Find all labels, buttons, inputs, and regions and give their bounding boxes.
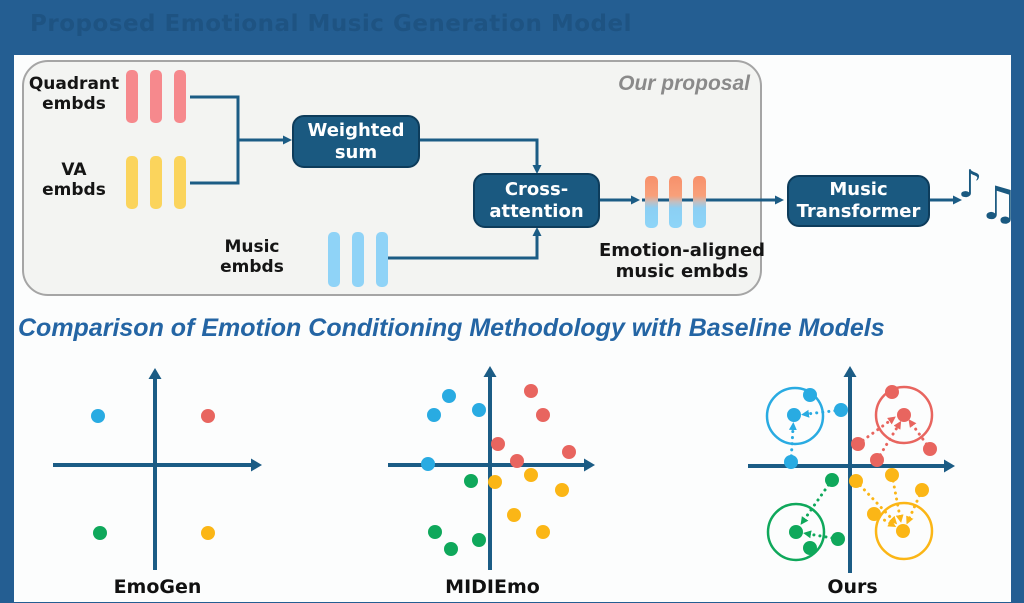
emotion-aligned-label: Emotion-aligned music embds bbox=[598, 240, 766, 283]
embed-bar bbox=[126, 156, 138, 209]
cross-attention-node: Cross- attention bbox=[473, 173, 600, 228]
embed-bar bbox=[645, 176, 658, 228]
comparison-title: Comparison of Emotion Conditioning Metho… bbox=[18, 314, 885, 342]
plot-canvas bbox=[388, 366, 595, 570]
plot-label-emogen: EmoGen bbox=[113, 576, 202, 598]
va-embeds-bars bbox=[126, 156, 186, 209]
embed-bar bbox=[669, 176, 682, 228]
banner-title: Proposed Emotional Music Generation Mode… bbox=[30, 11, 632, 37]
music-transformer-node: Music Transformer bbox=[787, 175, 930, 227]
music-note-icon: ♪ bbox=[958, 162, 983, 206]
embed-bar bbox=[150, 70, 162, 123]
embed-bar bbox=[352, 232, 364, 287]
quadrant-embeds-bars bbox=[126, 70, 186, 123]
scatter-plot-midiemo: MIDIEmo bbox=[375, 363, 610, 603]
embed-bar bbox=[126, 70, 138, 123]
embed-bar bbox=[693, 176, 706, 228]
plot-label-ours: Ours bbox=[827, 576, 878, 598]
music-notes-pair-icon: ♫ bbox=[978, 176, 1020, 230]
plot-label-midiemo: MIDIEmo bbox=[445, 576, 540, 598]
plot-canvas bbox=[748, 366, 955, 573]
plot-canvas bbox=[53, 368, 262, 570]
va-embeds-label: VA embds bbox=[42, 160, 106, 201]
scatter-plot-emogen: EmoGen bbox=[40, 363, 275, 603]
weighted-sum-node: Weighted sum bbox=[292, 115, 420, 168]
music-embeds-label: Music embds bbox=[220, 237, 284, 278]
embed-bar bbox=[174, 70, 186, 123]
embed-bar bbox=[150, 156, 162, 209]
music-embeds-bars bbox=[328, 232, 388, 287]
emotion-aligned-bars bbox=[645, 176, 706, 228]
embed-bar bbox=[328, 232, 340, 287]
music-notes-icon: ♪ ♫ bbox=[958, 160, 1020, 240]
scatter-plot-ours: Ours bbox=[735, 363, 970, 603]
quadrant-embeds-label: Quadrant embds bbox=[28, 74, 120, 115]
embed-bar bbox=[174, 156, 186, 209]
embed-bar bbox=[376, 232, 388, 287]
proposal-tag: Our proposal bbox=[618, 72, 750, 95]
